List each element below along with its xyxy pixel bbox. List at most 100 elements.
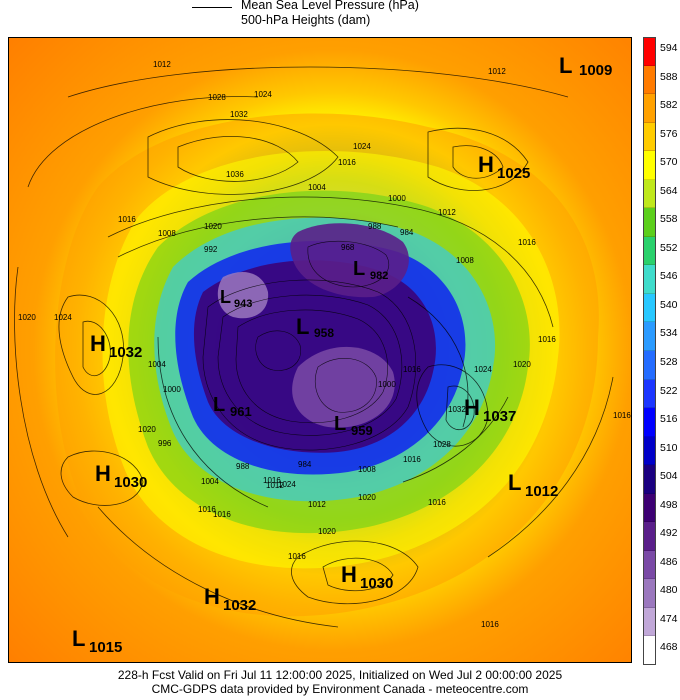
colorbar-level: 546: [643, 265, 680, 294]
isobar-label: 1016: [338, 158, 356, 167]
colorbar-swatch: [643, 265, 656, 294]
low-system-value: 1009: [579, 62, 612, 79]
isobar-label: 1036: [226, 170, 244, 179]
high-system: H: [478, 152, 494, 177]
isobar-label: 1008: [358, 465, 376, 474]
colorbar-swatch: [643, 379, 656, 409]
isobar-label: 1024: [254, 90, 272, 99]
high-system-value: 1037: [483, 408, 516, 425]
isobar-label: 1016: [288, 552, 306, 561]
isobar-label: 1016: [613, 411, 631, 420]
colorbar-swatch: [643, 465, 656, 494]
colorbar-swatch: [643, 293, 656, 323]
colorbar-label: 540: [660, 298, 678, 311]
low-system-value: 1012: [525, 483, 558, 500]
colorbar-label: 528: [660, 356, 678, 368]
colorbar-swatch: [643, 636, 656, 665]
colorbar-level: 510: [643, 436, 680, 466]
colorbar-swatch: [643, 65, 656, 95]
core-west: [217, 272, 269, 319]
colorbar-level: 498: [643, 493, 680, 523]
colorbar-swatch: [643, 436, 656, 466]
isobar-label: 992: [204, 245, 218, 254]
colorbar-swatch: [643, 579, 656, 608]
colorbar-level: 570: [643, 151, 680, 180]
isobar-label: 1020: [18, 313, 36, 322]
colorbar-label: 594: [660, 42, 678, 54]
chart-header: Mean Sea Level Pressure (hPa) 500-hPa He…: [0, 0, 680, 36]
low-system-value: 961: [230, 404, 252, 419]
colorbar-swatch: [643, 522, 656, 551]
colorbar-label: 522: [660, 384, 678, 397]
colorbar-label: 516: [660, 413, 678, 426]
colorbar-level: 480: [643, 579, 680, 608]
isobar-label: 1032: [230, 110, 248, 119]
low-system: L: [508, 470, 521, 495]
chart-footer: 228-h Fcst Valid on Fri Jul 11 12:00:00 …: [0, 668, 680, 696]
colorbar-swatch: [643, 408, 656, 437]
isobar-label: 1016: [198, 505, 216, 514]
colorbar-label: 498: [660, 498, 678, 511]
isobar-label: 1032: [448, 405, 466, 414]
low-system-value: 1015: [89, 639, 122, 656]
isobar-label: 984: [400, 228, 414, 237]
colorbar-label: 510: [660, 441, 678, 454]
colorbar-label: 492: [660, 527, 678, 540]
isobar-label: 988: [236, 462, 250, 471]
low-system-value: 958: [314, 326, 334, 340]
colorbar-swatch: [643, 208, 656, 237]
colorbar-level: 516: [643, 408, 680, 437]
isobar-label: 1008: [158, 229, 176, 238]
high-system: H: [90, 331, 106, 356]
isobar-label: 1024: [474, 365, 492, 374]
colorbar-swatch: [643, 179, 656, 209]
low-system-value: 943: [234, 298, 252, 310]
colorbar-level: 558: [643, 208, 680, 237]
colorbar-level: 474: [643, 607, 680, 637]
isobar-label: 1020: [358, 493, 376, 502]
high-system: H: [204, 584, 220, 609]
high-system-value: 1032: [109, 344, 142, 361]
isobar-label: 1000: [388, 194, 406, 203]
mslp-legend-label: Mean Sea Level Pressure (hPa): [241, 0, 419, 12]
high-system-value: 1025: [497, 165, 530, 182]
colorbar-swatch: [643, 122, 656, 152]
isobars: [14, 66, 614, 628]
mslp-legend-line: [192, 7, 232, 8]
colorbar-label: 474: [660, 612, 678, 625]
isobar-label: 1000: [163, 385, 181, 394]
colorbar-label: 486: [660, 555, 678, 568]
isobar-label: 1012: [153, 60, 171, 69]
colorbar-label: 504: [660, 470, 678, 483]
isobar-label: 1020: [318, 527, 336, 536]
isobar-label: 1004: [201, 477, 219, 486]
isobar-label: 1016: [538, 335, 556, 344]
colorbar-swatch: [643, 94, 656, 123]
isobar-label: 1028: [433, 440, 451, 449]
isobar-label: 1016: [213, 510, 231, 519]
colorbar-label: 552: [660, 241, 678, 254]
colorbar: 594 588 582 576 570 564 558 552 546 540 534 528 522 5…: [643, 37, 680, 665]
isobar-label: 1020: [204, 222, 222, 231]
isobar-label: 1024: [278, 480, 296, 489]
map-frame: [8, 37, 632, 663]
colorbar-level: 522: [643, 379, 680, 409]
low-system: L: [296, 314, 309, 339]
colorbar-swatch: [643, 607, 656, 637]
pressure-system-labels: L 1009 H 1025 L 943 L 958 L 982 H 1032 H…: [72, 53, 612, 656]
colorbar-level: 594: [643, 37, 680, 66]
colorbar-level: 582: [643, 94, 680, 123]
colorbar-swatch: [643, 351, 656, 380]
isobar-label: 1016: [518, 238, 536, 247]
isobar-label: 996: [158, 439, 172, 448]
low-system: L: [559, 53, 572, 78]
colorbar-level: 540: [643, 293, 680, 323]
colorbar-level: 576: [643, 122, 680, 152]
isobar-label: 1012: [438, 208, 456, 217]
colorbar-level: 534: [643, 322, 680, 351]
colorbar-level: 564: [643, 179, 680, 209]
isobar-label: 1004: [148, 360, 166, 369]
colorbar-swatch: [643, 236, 656, 266]
high-system-value: 1030: [114, 474, 147, 491]
colorbar-label: 576: [660, 127, 678, 140]
